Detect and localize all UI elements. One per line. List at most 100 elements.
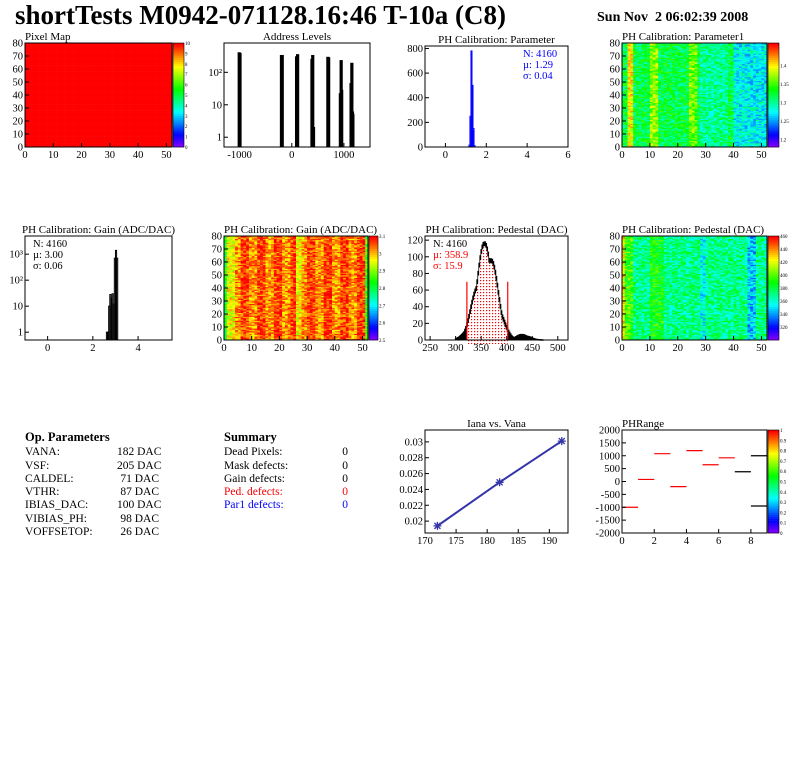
heatmap-cell <box>87 88 91 91</box>
heatmap-cell <box>155 117 159 119</box>
heatmap-cell <box>135 52 139 54</box>
heatmap-cell <box>41 74 46 76</box>
heatmap-cell <box>39 109 43 111</box>
heatmap-cell <box>135 61 139 63</box>
heatmap-cell <box>50 70 54 72</box>
heatmap-cell <box>56 109 60 111</box>
heatmap-cell <box>75 91 80 93</box>
heatmap-cell <box>633 137 637 140</box>
heatmap-cell <box>78 121 82 123</box>
heatmap-cell <box>126 52 130 54</box>
heatmap-cell <box>166 54 170 57</box>
heatmap-cell <box>644 131 648 133</box>
heatmap-cell <box>149 72 153 75</box>
heatmap-cell <box>33 50 37 53</box>
heatmap-cell <box>160 69 164 71</box>
heatmap-cell <box>53 66 57 68</box>
heatmap-cell <box>146 82 150 84</box>
heatmap-cell <box>157 61 161 63</box>
heatmap-cell <box>155 75 159 78</box>
heatmap-cell <box>641 83 645 85</box>
heatmap-cell <box>169 87 173 89</box>
heatmap-cell <box>39 57 43 59</box>
heatmap-cell <box>115 110 119 113</box>
heatmap-cell <box>53 105 57 107</box>
heatmap-cell <box>135 71 139 74</box>
heatmap-cell <box>146 102 150 105</box>
heatmap-cell <box>152 59 156 62</box>
palette-tick-label: 9 <box>185 52 188 57</box>
heatmap-cell <box>157 65 161 67</box>
heatmap-cell <box>50 114 54 117</box>
heatmap-cell <box>53 46 57 49</box>
heatmap-cell <box>44 58 48 61</box>
heatmap-cell <box>33 111 37 114</box>
heatmap-cell <box>67 53 71 55</box>
heatmap-cell <box>121 83 125 85</box>
heatmap-cell <box>109 62 113 65</box>
heatmap-cell <box>50 113 54 115</box>
heatmap-cell <box>64 140 68 143</box>
heatmap-cell <box>64 80 68 83</box>
heatmap-cell <box>121 78 125 80</box>
heatmap-cell <box>25 78 29 80</box>
heatmap-cell <box>143 75 147 78</box>
heatmap-cell <box>160 114 164 117</box>
heatmap-cell <box>50 104 54 106</box>
heatmap-cell <box>132 122 136 124</box>
heatmap-cell <box>81 111 85 114</box>
heatmap-cell <box>157 130 161 132</box>
heatmap-cell <box>95 88 99 91</box>
heatmap-cell <box>166 134 170 136</box>
heatmap-cell <box>633 121 637 123</box>
heatmap-cell <box>115 98 119 101</box>
heatmap-cell <box>36 121 40 123</box>
heatmap-cell <box>163 52 167 54</box>
heatmap-cell <box>115 111 119 114</box>
heatmap-cell <box>129 102 133 105</box>
heatmap-cell <box>41 115 46 118</box>
heatmap-cell <box>157 46 161 49</box>
heatmap-cell <box>627 114 631 117</box>
heatmap-cell <box>36 54 40 57</box>
heatmap-cell <box>95 122 99 124</box>
heatmap-cell <box>33 115 37 118</box>
heatmap-cell <box>635 59 640 62</box>
heatmap-cell <box>641 58 645 61</box>
heatmap-cell <box>27 123 31 126</box>
heatmap-cell <box>104 102 108 105</box>
heatmap-cell <box>50 49 54 52</box>
heatmap-cell <box>50 96 54 98</box>
heatmap-cell <box>169 93 173 96</box>
heatmap-cell <box>635 79 640 81</box>
heatmap-cell <box>61 126 65 128</box>
heatmap-cell <box>39 83 43 85</box>
heatmap-cell <box>50 62 54 65</box>
heatmap-cell <box>67 70 71 72</box>
heatmap-cell <box>132 132 136 135</box>
heatmap-cell <box>27 97 31 100</box>
heatmap-cell <box>101 43 105 45</box>
heatmap-cell <box>109 84 113 87</box>
heatmap-cell <box>155 63 159 66</box>
heatmap-cell <box>44 76 48 79</box>
heatmap-cell <box>81 122 85 124</box>
heatmap-cell <box>622 141 626 144</box>
heatmap-cell <box>70 50 74 53</box>
heatmap-cell <box>75 108 80 110</box>
heatmap-cell <box>630 119 634 122</box>
heatmap-cell <box>64 69 68 71</box>
heatmap-cell <box>146 134 150 136</box>
heatmap-cell <box>98 122 102 124</box>
heatmap-cell <box>81 69 85 71</box>
heatmap-cell <box>33 106 37 109</box>
heatmap-cell <box>115 126 119 128</box>
heatmap-cell <box>67 67 71 70</box>
palette-cell <box>173 103 184 106</box>
heatmap-cell <box>58 46 63 49</box>
heatmap-cell <box>160 56 164 58</box>
heatmap-cell <box>98 137 102 140</box>
heatmap-cell <box>132 44 136 46</box>
heatmap-cell <box>81 63 85 66</box>
heatmap-cell <box>135 104 139 106</box>
